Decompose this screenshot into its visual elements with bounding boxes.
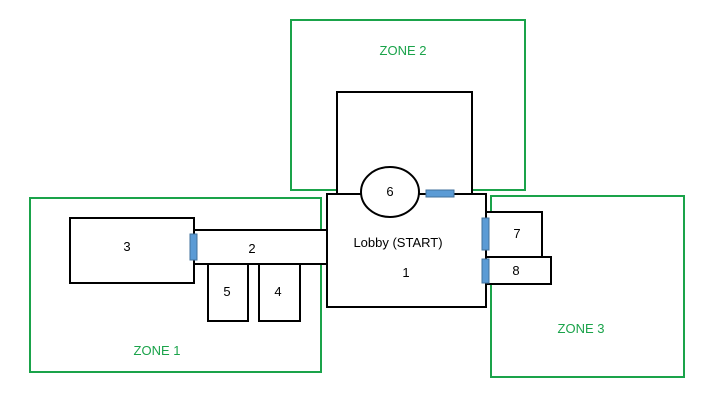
room-7-label: 7 (513, 226, 520, 241)
room-5-label: 5 (223, 284, 230, 299)
room-6-label: 6 (386, 184, 393, 199)
zone-1-label: ZONE 1 (134, 343, 181, 358)
zone-1-boundary (29, 197, 322, 373)
room-4-label: 4 (274, 284, 281, 299)
room-5 (207, 263, 249, 322)
door-room-3 (189, 233, 198, 261)
room-2-corridor (193, 229, 329, 265)
zone-3-label: ZONE 3 (558, 321, 605, 336)
door-room-8 (481, 258, 490, 284)
room-6-circle (360, 166, 420, 218)
room-8 (485, 256, 552, 285)
zone-3-boundary (490, 195, 685, 378)
room-8-label: 8 (512, 263, 519, 278)
room-3-label: 3 (123, 239, 130, 254)
door-room-6 (425, 189, 455, 198)
room-7 (485, 211, 543, 258)
lobby-title: Lobby (START) (353, 235, 442, 250)
zone-2-label: ZONE 2 (380, 43, 427, 58)
room-2-label: 2 (248, 241, 255, 256)
door-room-7 (481, 217, 490, 251)
room-3 (69, 217, 195, 284)
lobby-number: 1 (402, 265, 409, 280)
room-4 (258, 263, 301, 322)
